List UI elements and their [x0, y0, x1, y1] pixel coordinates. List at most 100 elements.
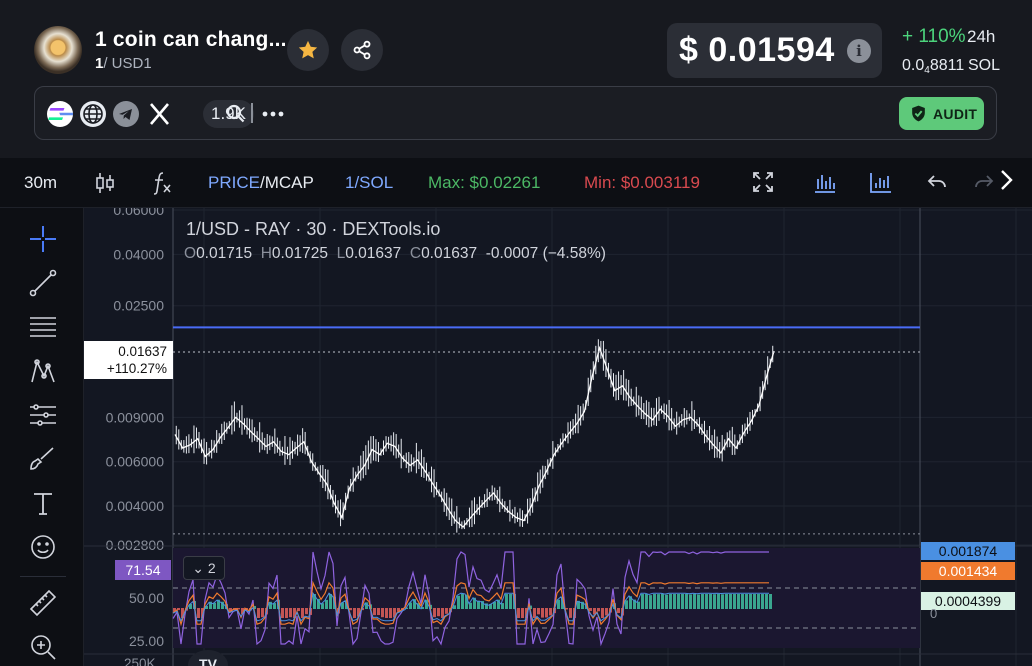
- audit-button[interactable]: AUDIT: [899, 97, 984, 130]
- macd-histogram-bar: [681, 594, 684, 609]
- measure-tool[interactable]: [28, 400, 58, 430]
- macd-histogram-bar: [409, 602, 412, 609]
- zoom-tool[interactable]: [28, 632, 58, 662]
- pair-toggle[interactable]: 1/SOL: [345, 173, 394, 192]
- text-tool[interactable]: [28, 488, 58, 518]
- macd-histogram-bar: [217, 599, 220, 609]
- indicators-button[interactable]: [150, 170, 176, 196]
- price-chart[interactable]: 0.06000 0.04000 0.02500 0.009000 0.006000 0.0…: [84, 208, 1032, 666]
- macd-histogram-bar: [453, 605, 456, 609]
- macd-histogram-bar: [661, 594, 664, 609]
- macd-histogram-bar: [293, 608, 296, 618]
- trades-chart-button[interactable]: [812, 170, 838, 196]
- trendline-tool[interactable]: [28, 268, 58, 298]
- shield-check-icon: [912, 105, 925, 122]
- rsi-axis-tick-label: 50.00: [129, 590, 164, 606]
- undo-icon: [927, 175, 946, 188]
- max-price: Max: $0.02261: [428, 173, 541, 192]
- macd-histogram-bar: [569, 608, 572, 618]
- macd-histogram-bar: [473, 597, 476, 609]
- ruler-tool[interactable]: [28, 588, 58, 618]
- redo-button[interactable]: [972, 170, 998, 196]
- macd-histogram-bar: [657, 594, 660, 609]
- x-link[interactable]: [147, 101, 173, 127]
- info-icon[interactable]: i: [847, 39, 871, 63]
- macd-histogram-bar: [221, 601, 224, 609]
- emoji-tool[interactable]: [28, 532, 58, 562]
- candle-type-button[interactable]: [92, 170, 118, 196]
- high-value: 0.01725: [271, 245, 328, 262]
- macd-histogram-bar: [325, 599, 328, 609]
- telegram-link[interactable]: [113, 101, 139, 127]
- fullscreen-button[interactable]: [751, 170, 777, 196]
- macd-histogram-bar: [645, 594, 648, 609]
- chart-toolbar: 30m PRICE/MCAP 1/SOL Max: $0.02261 Min: …: [0, 158, 1032, 208]
- ruler-icon: [29, 589, 57, 617]
- favorite-button[interactable]: [287, 29, 329, 71]
- token-pair: 1/ USD1: [95, 55, 152, 72]
- macd-histogram-bar: [321, 603, 324, 609]
- macd-histogram-bar: [673, 594, 676, 609]
- sol-price-prefix: 0.0: [902, 57, 925, 74]
- macd-histogram-bar: [329, 594, 332, 609]
- indicator-collapse-button[interactable]: ⌄ 2: [183, 556, 225, 580]
- volume-chart-button[interactable]: [868, 170, 894, 196]
- fib-tool[interactable]: [28, 312, 58, 342]
- macd-histogram-bar: [733, 594, 736, 609]
- macd-histogram-bar: [237, 608, 240, 610]
- macd-histogram-bar: [761, 594, 764, 609]
- rsi-value-tag: 71.54: [115, 560, 171, 580]
- macd-histogram-bar: [493, 601, 496, 609]
- undo-button[interactable]: [925, 170, 951, 196]
- macd-histogram-bar: [533, 608, 536, 618]
- share-button[interactable]: [341, 29, 383, 71]
- token-name: 1 coin can chang...: [95, 28, 287, 51]
- macd-histogram-bar: [397, 608, 400, 612]
- macd-histogram-bar: [753, 594, 756, 609]
- volume-axis-label: 250K: [124, 656, 156, 666]
- links-divider: [251, 103, 253, 123]
- candlestick-icon: [96, 173, 114, 193]
- price-mcap-toggle[interactable]: PRICE/MCAP: [208, 173, 314, 193]
- rsi-line: [172, 551, 769, 647]
- timeframe-selector[interactable]: 30m: [24, 173, 58, 192]
- open-value: 0.01715: [196, 245, 253, 262]
- scroll-right-button[interactable]: [995, 167, 1017, 193]
- solana-link[interactable]: [47, 101, 75, 127]
- current-price: $ 0.01594: [679, 31, 835, 69]
- macd-histogram-bar: [509, 594, 512, 609]
- macd-histogram-bar: [313, 594, 316, 609]
- sliders-icon: [30, 404, 56, 426]
- macd-histogram-bar: [725, 594, 728, 609]
- macd-histogram-bar: [377, 608, 380, 616]
- website-link[interactable]: [80, 101, 106, 127]
- y-axis-tick-label: 0.02500: [113, 298, 164, 314]
- min-price: Min: $0.003119: [584, 173, 700, 192]
- ohlc-legend: O0.01715 H0.01725 L0.01637 C0.01637 -0.0…: [184, 245, 606, 263]
- close-key: C: [409, 245, 422, 262]
- macd-histogram-bar: [529, 605, 532, 609]
- macd-histogram-bar: [197, 608, 200, 618]
- macd-histogram-bar: [177, 608, 180, 611]
- fx-icon: [153, 172, 171, 195]
- more-button[interactable]: [261, 102, 285, 126]
- macd-histogram-bar: [689, 594, 692, 609]
- pattern-tool[interactable]: [28, 356, 58, 386]
- search-button[interactable]: [225, 103, 247, 125]
- chevron-right-icon: [1001, 170, 1013, 190]
- links-bar: 1.9K AUDIT: [34, 86, 997, 140]
- macd-histogram-bar: [385, 608, 388, 618]
- macd-histogram-bar: [697, 594, 700, 609]
- crosshair-tool[interactable]: [28, 224, 58, 254]
- macd-histogram-bar: [393, 608, 396, 618]
- redo-icon: [975, 175, 994, 188]
- chart-canvas[interactable]: 0.06000 0.04000 0.02500 0.009000 0.006000 0.0…: [84, 208, 1032, 666]
- macd-histogram-bar: [505, 594, 508, 609]
- last-price-change: +110.27%: [106, 361, 167, 376]
- globe-icon: [83, 104, 103, 124]
- macd-histogram-bar: [205, 605, 208, 609]
- macd-histogram-bar: [365, 602, 368, 609]
- macd-histogram-bar: [357, 608, 360, 617]
- brush-tool[interactable]: [28, 444, 58, 474]
- macd-histogram-bar: [541, 608, 544, 618]
